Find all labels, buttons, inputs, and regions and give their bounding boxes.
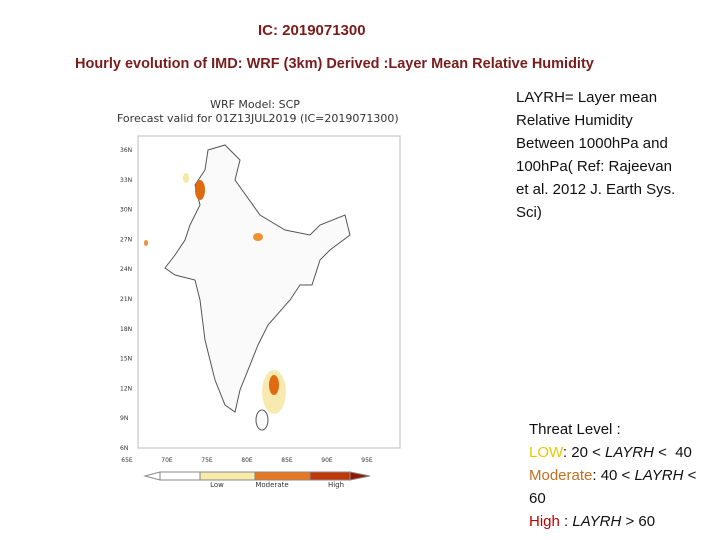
threat-line: 60 (529, 487, 696, 510)
lon-label: 65E (121, 457, 133, 464)
threat-label: LOW (529, 444, 563, 461)
lon-label: 80E (241, 457, 253, 464)
threat-label: Moderate (529, 467, 593, 484)
lat-label: 21N (120, 296, 132, 303)
legend-label: Low (210, 481, 224, 489)
lat-label: 6N (120, 445, 128, 452)
lat-label: 27N (120, 236, 132, 243)
blob (253, 233, 263, 241)
description: LAYRH= Layer mean Relative Humidity Betwee… (516, 86, 675, 224)
threat-post: > 60 (621, 513, 656, 530)
blob (269, 375, 279, 395)
threat-line: High : LAYRH > 60 (529, 510, 696, 533)
threat-post: < 40 (653, 444, 692, 461)
blob (144, 240, 148, 246)
lat-label: 18N (120, 326, 132, 333)
threat-label: 60 (529, 490, 546, 507)
description-line: LAYRH= Layer mean (516, 89, 658, 106)
blob (183, 173, 189, 183)
threat-level: Threat Level : LOW: 20 < LAYRH < 40 Moder… (529, 418, 696, 533)
threat-var: LAYRH (572, 513, 622, 530)
valid-label: Forecast valid for 01Z13JUL2019 (IC=2019… (117, 112, 399, 125)
title: IC: 2019071300 (258, 22, 366, 39)
frame (137, 135, 401, 449)
lon-label: 85E (281, 457, 293, 464)
threat-heading: Threat Level : (529, 421, 621, 438)
threat-line: Moderate: 40 < LAYRH < (529, 464, 696, 487)
cbar-left (143, 471, 161, 481)
threat-post: < (683, 467, 697, 484)
threat-pre: : 20 < (562, 444, 606, 461)
subtitle: Hourly evolution of IMD: WRF (3km) Deriv… (75, 56, 594, 72)
legend-label: High (328, 481, 344, 489)
lat-label: 24N (120, 266, 132, 273)
sri-lanka (255, 409, 269, 431)
lat-label: 15N (120, 356, 132, 363)
model-label: WRF Model: SCP (210, 98, 300, 111)
lon-label: 75E (201, 457, 213, 464)
threat-pre: : (559, 513, 573, 530)
cbar-seg (159, 471, 201, 481)
lat-label: 30N (120, 207, 132, 214)
lon-label: 95E (361, 457, 373, 464)
description-line: 100hPa( Ref: Rajeevan (516, 158, 672, 175)
lat-label: 9N (120, 415, 128, 422)
threat-var: LAYRH (605, 444, 654, 461)
cbar-seg (199, 471, 256, 481)
threat-pre: : 40 < (592, 467, 635, 484)
threat-var: LAYRH (634, 467, 684, 484)
lon-label: 70E (161, 457, 173, 464)
lat-label: 33N (120, 177, 132, 184)
description-line: et al. 2012 J. Earth Sys. (516, 181, 676, 198)
description-line: Between 1000hPa and (516, 135, 668, 152)
blob (195, 180, 205, 200)
legend-label: Moderate (255, 481, 288, 489)
threat-line: LOW: 20 < LAYRH < 40 (529, 441, 696, 464)
lat-label: 36N (120, 147, 132, 154)
description-line: Sci) (516, 204, 542, 221)
lat-label: 12N (120, 385, 132, 392)
cbar-right (349, 471, 371, 481)
lon-label: 90E (321, 457, 333, 464)
cbar-seg (254, 471, 311, 481)
threat-label: High (529, 513, 560, 530)
cbar-seg (309, 471, 351, 481)
india-outline (164, 144, 351, 413)
description-line: Relative Humidity (516, 112, 633, 129)
